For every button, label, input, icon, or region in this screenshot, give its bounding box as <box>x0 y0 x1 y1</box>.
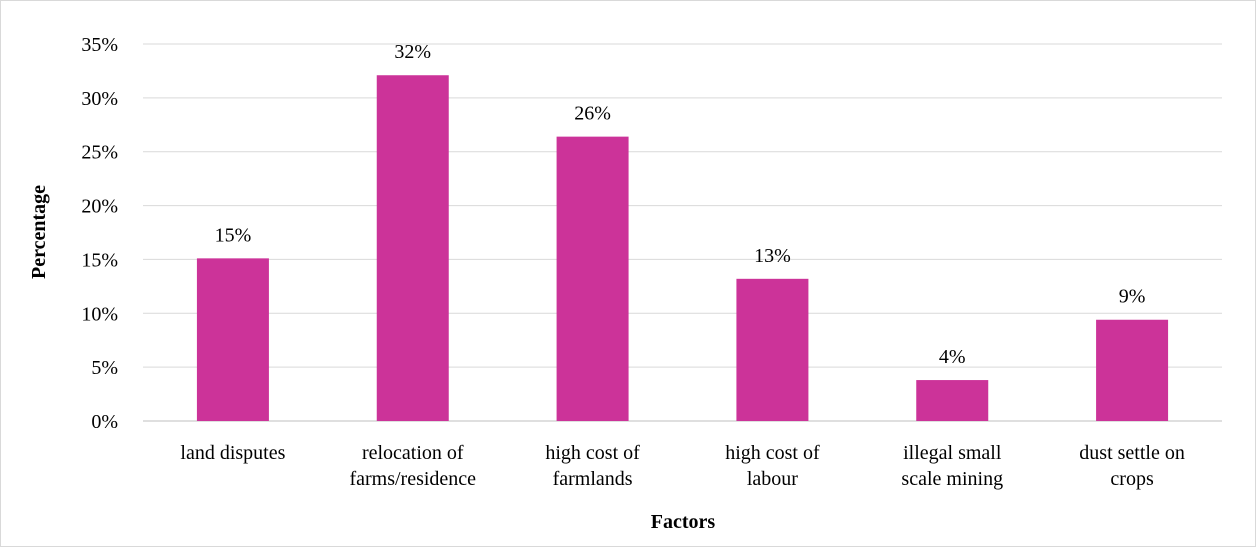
y-tick-label: 10% <box>81 303 118 325</box>
x-category-label: high cost of farmlands <box>545 442 640 490</box>
data-label: 32% <box>394 41 431 63</box>
bars <box>196 75 1169 422</box>
bar <box>916 380 989 421</box>
y-axis-ticks: 0% 5% 10% 15% 20% 25% 30% 35% <box>81 34 118 433</box>
data-label: 26% <box>574 103 611 125</box>
x-axis-title: Factors <box>651 511 716 533</box>
x-category-label: relocation of farms/residence <box>349 442 476 490</box>
y-tick-label: 30% <box>81 88 118 110</box>
x-category-label: land disputes <box>180 442 285 464</box>
data-labels: 15% 32% 26% 13% 4% 9% <box>215 41 1146 368</box>
x-axis-categories: land disputes relocation of farms/residenc… <box>180 442 1184 490</box>
y-tick-label: 15% <box>81 249 118 271</box>
y-tick-label: 0% <box>91 411 118 433</box>
bar <box>556 136 629 422</box>
y-tick-label: 20% <box>81 196 118 218</box>
data-label: 15% <box>215 224 252 246</box>
y-tick-label: 25% <box>81 142 118 164</box>
y-tick-label: 5% <box>91 357 118 379</box>
bar <box>1096 319 1169 421</box>
y-axis-title: Percentage <box>28 185 50 279</box>
bar <box>376 75 449 421</box>
bar <box>736 278 809 421</box>
bar <box>196 258 269 421</box>
data-label: 9% <box>1119 286 1146 308</box>
gridlines <box>143 43 1222 422</box>
x-category-label: high cost of labour <box>725 442 820 490</box>
data-label: 13% <box>754 245 791 267</box>
data-label: 4% <box>939 346 966 368</box>
x-category-label: illegal small scale mining <box>901 442 1003 490</box>
y-tick-label: 35% <box>81 34 118 56</box>
x-category-label: dust settle on crops <box>1079 442 1185 490</box>
